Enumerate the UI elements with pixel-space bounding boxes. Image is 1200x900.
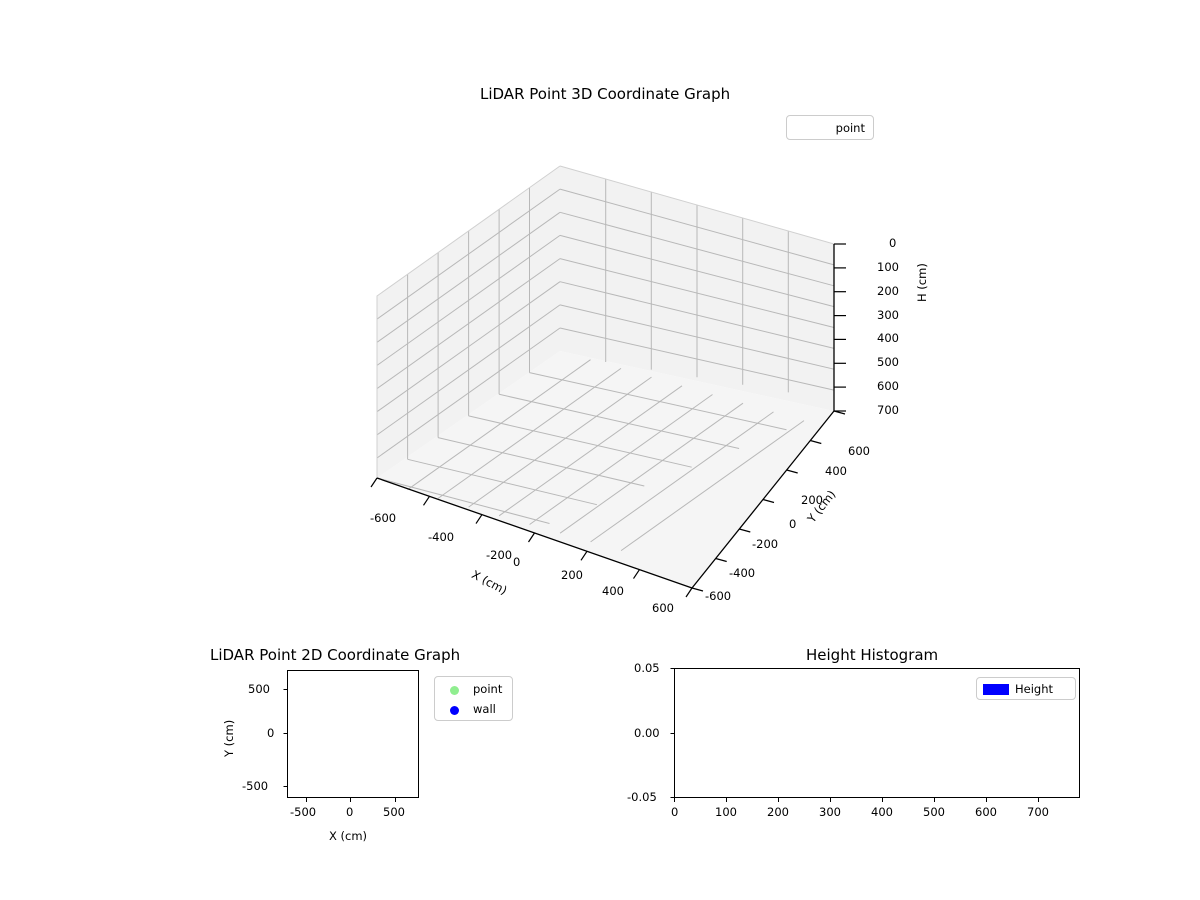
z-tick-label: 100 <box>877 260 899 274</box>
plot2d-legend[interactable]: point wall <box>434 676 513 721</box>
histogram-y-tick-label: -0.05 <box>627 790 657 804</box>
plot2d-ylabel: Y (cm) <box>222 719 236 757</box>
histogram-x-tick-label: 0 <box>671 805 679 819</box>
plot2d-x-tick-label: 0 <box>346 805 354 819</box>
x-tick-label: -400 <box>428 530 455 544</box>
histogram-x-tick-label: 600 <box>975 805 997 819</box>
pane-edges <box>376 165 835 478</box>
y-tick-label: 600 <box>848 444 870 458</box>
y-tick-label: -600 <box>705 589 732 603</box>
plot2d-legend-label-1: wall <box>473 702 496 716</box>
histogram-x-tick-label: 100 <box>715 805 737 819</box>
legend-item-point: point <box>787 116 873 139</box>
z-tick-label: 300 <box>877 308 899 322</box>
y-tick-label: -200 <box>752 537 779 551</box>
x-tick-label: 400 <box>602 584 624 598</box>
x-axis-ticks <box>370 477 693 598</box>
histogram-x-tick-label: 200 <box>767 805 789 819</box>
x-tick-label: 600 <box>652 601 674 615</box>
plot3d-title: LiDAR Point 3D Coordinate Graph <box>480 85 731 103</box>
grid-right-pane <box>559 179 835 393</box>
plot2d-x-tick-label: -500 <box>290 805 317 819</box>
histogram-x-tick-label: 700 <box>1027 805 1049 819</box>
x-tick-label: 0 <box>513 555 521 569</box>
z-tick-label: 500 <box>877 355 899 369</box>
y-tick-label: 400 <box>825 464 847 478</box>
pane-floor <box>377 351 834 588</box>
plot2d-y-tick-label: 0 <box>267 726 275 740</box>
plot2d-legend-label-0: point <box>473 682 503 696</box>
plot2d-y-tick-label: -500 <box>242 779 269 793</box>
pane-right <box>560 166 834 411</box>
z-tick-label: 200 <box>877 284 899 298</box>
pane-left <box>377 166 560 478</box>
plot2d-x-tick-label: 500 <box>383 805 405 819</box>
point-marker-icon <box>439 680 469 699</box>
grid-left-pane <box>376 187 561 460</box>
y-tick-label: 200 <box>801 493 823 507</box>
z-tick-label: 600 <box>877 379 899 393</box>
histogram-x-tick-label: 500 <box>923 805 945 819</box>
plot3d-legend[interactable]: point <box>786 115 874 140</box>
plot3d-legend-label: point <box>835 120 865 135</box>
legend-item-point: point <box>439 679 508 699</box>
height-patch-icon <box>981 679 1011 698</box>
y-tick-label: -400 <box>729 566 756 580</box>
legend-item-wall: wall <box>439 699 508 719</box>
plot2d-frame[interactable] <box>287 670 419 798</box>
z-axis-ticks <box>834 243 846 412</box>
histogram-legend[interactable]: Height <box>976 677 1076 700</box>
x-tick-label: -600 <box>370 511 397 525</box>
plot3d-xlabel: X (cm) <box>469 567 510 598</box>
histogram-legend-label: Height <box>1015 681 1054 696</box>
legend-item-height: Height <box>981 679 1071 698</box>
plot3d-zlabel: H (cm) <box>915 263 929 302</box>
histogram-x-tick-label: 300 <box>819 805 841 819</box>
grid-floor <box>376 359 805 552</box>
plot2d-y-tick-label: 500 <box>248 682 270 696</box>
z-tick-label: 400 <box>877 331 899 345</box>
z-tick-label: 0 <box>889 236 897 250</box>
wall-marker-icon <box>439 700 469 719</box>
plot2d-title: LiDAR Point 2D Coordinate Graph <box>210 646 461 664</box>
histogram-x-tick-label: 400 <box>871 805 893 819</box>
y-tick-label: 0 <box>789 517 797 531</box>
plot2d-xlabel: X (cm) <box>329 829 368 843</box>
histogram-title: Height Histogram <box>806 646 939 664</box>
z-tick-label: 700 <box>877 403 899 417</box>
x-tick-label: 200 <box>561 568 583 582</box>
histogram-y-tick-label: 0.00 <box>634 726 660 740</box>
histogram-y-tick-label: 0.05 <box>634 661 660 675</box>
x-tick-label: -200 <box>486 548 513 562</box>
